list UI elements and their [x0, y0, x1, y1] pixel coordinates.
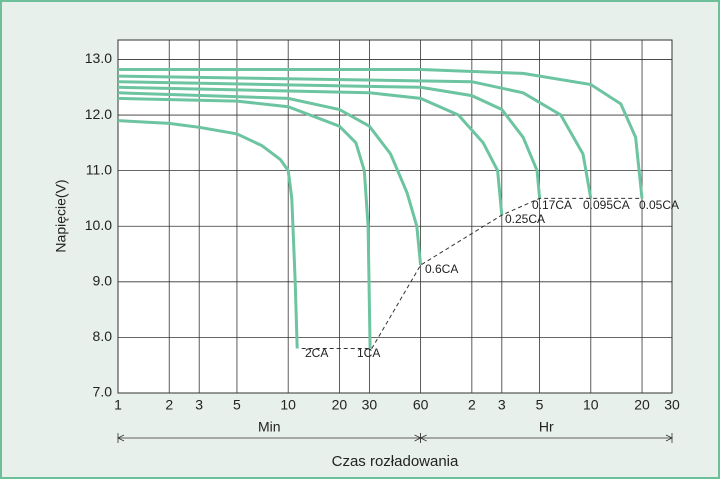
end-voltage-line	[301, 197, 642, 349]
x-tick-label: 20	[634, 397, 650, 413]
group-arrow	[419, 434, 673, 442]
discharge-curve	[117, 96, 372, 349]
x-tick-label: 30	[664, 397, 680, 413]
discharge-curve	[117, 74, 593, 199]
discharge-curve	[117, 80, 542, 199]
curve-label: 0.6CA	[425, 262, 458, 276]
x-tick-label: 3	[498, 397, 506, 413]
curve-label: 2CA	[305, 346, 328, 360]
discharge-curve	[117, 85, 504, 216]
y-tick-label: 13.0	[85, 50, 112, 66]
curve-label: 0.17CA	[532, 198, 572, 212]
x-axis-title: Czas rozładowania	[332, 453, 459, 470]
curve-label: 0.25CA	[505, 212, 545, 226]
y-tick-label: 8.0	[93, 328, 113, 344]
discharge-curve	[117, 91, 423, 266]
y-tick-label: 12.0	[85, 106, 112, 122]
x-tick-label: 10	[583, 397, 599, 413]
x-tick-label: 2	[468, 397, 476, 413]
discharge-curve	[118, 68, 644, 199]
x-tick-label: 5	[233, 397, 241, 413]
x-tick-label: 1	[114, 397, 122, 413]
group-label: Min	[258, 419, 281, 435]
x-tick-label: 20	[332, 397, 348, 413]
plot-area	[118, 40, 672, 393]
x-tick-label: 5	[536, 397, 544, 413]
group-label: Hr	[539, 419, 554, 435]
curve-label: 1CA	[357, 346, 380, 360]
x-tick-label: 60	[413, 397, 429, 413]
x-tick-label: 10	[280, 397, 296, 413]
y-axis-title: Napięcie(V)	[53, 179, 69, 252]
curve-label: 0.05CA	[639, 198, 679, 212]
y-tick-label: 9.0	[93, 273, 113, 289]
y-tick-label: 7.0	[93, 384, 113, 400]
plot-frame	[117, 39, 673, 394]
curve-label: 0.095CA	[583, 198, 630, 212]
discharge-curve	[117, 119, 299, 349]
x-tick-label: 3	[195, 397, 203, 413]
x-tick-label: 30	[362, 397, 378, 413]
y-tick-label: 10.0	[85, 217, 112, 233]
y-tick-label: 11.0	[86, 161, 112, 177]
x-tick-label: 2	[165, 397, 173, 413]
